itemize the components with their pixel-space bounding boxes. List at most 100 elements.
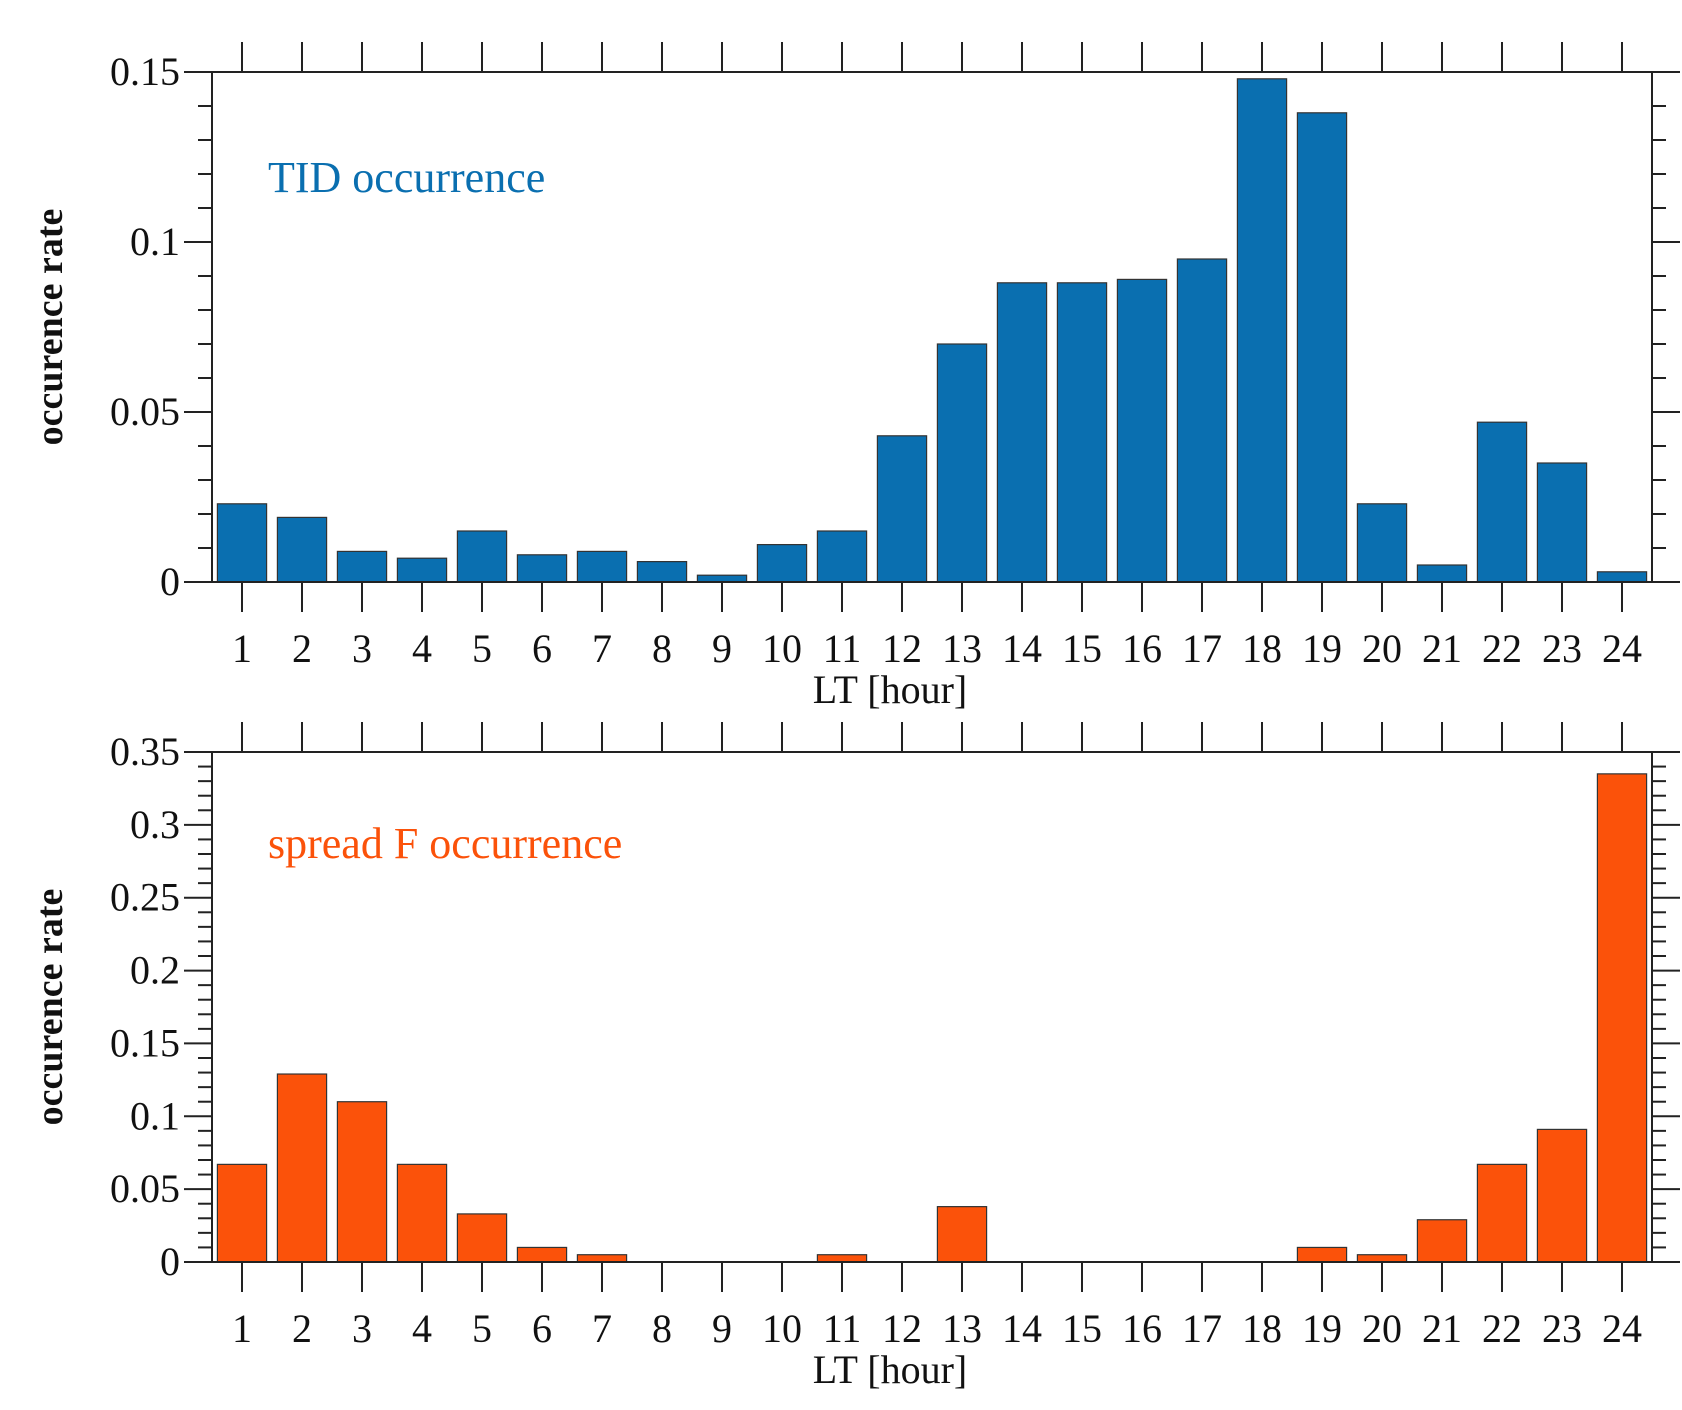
x-tick-label: 17 — [1182, 626, 1222, 671]
bar-22 — [1476, 421, 1528, 583]
bar-12 — [876, 435, 928, 583]
y-tick-label: 0 — [160, 1239, 180, 1284]
x-tick-label: 16 — [1122, 626, 1162, 671]
bar-4 — [396, 557, 448, 583]
bar-13 — [936, 343, 988, 583]
x-tick-label: 23 — [1542, 1306, 1582, 1351]
y-tick-label: 0 — [160, 559, 180, 604]
bar-6 — [516, 554, 568, 583]
x-tick-label: 14 — [1002, 626, 1042, 671]
y-tick-label: 0.25 — [110, 875, 180, 920]
x-tick-label: 20 — [1362, 626, 1402, 671]
plot-frame — [211, 751, 1653, 1263]
bar-5 — [456, 1213, 508, 1263]
x-tick-label: 2 — [292, 626, 312, 671]
x-tick-label: 21 — [1422, 1306, 1462, 1351]
x-tick-label: 19 — [1302, 626, 1342, 671]
x-tick-label: 24 — [1602, 626, 1642, 671]
x-tick-label: 6 — [532, 626, 552, 671]
x-tick-label: 3 — [352, 626, 372, 671]
plot-frame — [211, 71, 1653, 583]
x-tick-label: 22 — [1482, 1306, 1522, 1351]
y-tick-label: 0.3 — [130, 802, 180, 847]
y-tick-label: 0.1 — [130, 1093, 180, 1138]
y-tick-label: 0.05 — [110, 389, 180, 434]
x-tick-label: 4 — [412, 1306, 432, 1351]
bar-3 — [336, 550, 388, 583]
bar-2 — [276, 1073, 328, 1263]
x-tick-label: 18 — [1242, 626, 1282, 671]
x-tick-label: 21 — [1422, 626, 1462, 671]
x-tick-label: 5 — [472, 1306, 492, 1351]
bar-1 — [216, 503, 268, 583]
x-tick-label: 16 — [1122, 1306, 1162, 1351]
bar-19 — [1296, 112, 1348, 583]
bar-1 — [216, 1163, 268, 1263]
bar-14 — [996, 282, 1048, 583]
y-tick-label: 0.35 — [110, 729, 180, 774]
x-tick-label: 9 — [712, 626, 732, 671]
bar-20 — [1356, 1254, 1408, 1263]
bar-13 — [936, 1206, 988, 1263]
bar-10 — [756, 543, 808, 583]
bar-23 — [1536, 1128, 1588, 1263]
x-tick-label: 1 — [232, 1306, 252, 1351]
bar-6 — [516, 1246, 568, 1263]
x-tick-label: 19 — [1302, 1306, 1342, 1351]
x-tick-label: 11 — [823, 626, 862, 671]
x-tick-label: 10 — [762, 1306, 802, 1351]
x-tick-label: 8 — [652, 1306, 672, 1351]
x-tick-label: 3 — [352, 1306, 372, 1351]
x-tick-label: 15 — [1062, 1306, 1102, 1351]
bar-7 — [576, 1254, 628, 1263]
bar-11 — [816, 1254, 868, 1263]
x-tick-label: 12 — [882, 1306, 922, 1351]
bar-8 — [636, 560, 688, 583]
x-tick-label: 11 — [823, 1306, 862, 1351]
bar-22 — [1476, 1163, 1528, 1263]
bar-18 — [1236, 78, 1288, 583]
x-tick-label: 24 — [1602, 1306, 1642, 1351]
bar-9 — [696, 574, 748, 583]
x-axis-title: LT [hour] — [813, 1347, 967, 1392]
y-tick-label: 0.15 — [110, 1020, 180, 1065]
x-tick-label: 6 — [532, 1306, 552, 1351]
y-tick-label: 0.2 — [130, 948, 180, 993]
x-tick-label: 18 — [1242, 1306, 1282, 1351]
bar-3 — [336, 1101, 388, 1263]
bar-2 — [276, 516, 328, 583]
x-tick-label: 13 — [942, 626, 982, 671]
tid-occurrence-chart: 1 2 3 4 5 6 7 8 9 10 11 12 13 14 15 16 17 18 19 20 21 22 23 240… — [29, 42, 1680, 712]
bar-23 — [1536, 462, 1588, 583]
x-tick-label: 8 — [652, 626, 672, 671]
y-axis-title: occurence rate — [29, 889, 71, 1126]
x-tick-label: 23 — [1542, 626, 1582, 671]
bar-21 — [1416, 564, 1468, 583]
x-tick-label: 17 — [1182, 1306, 1222, 1351]
x-tick-label: 9 — [712, 1306, 732, 1351]
bar-5 — [456, 530, 508, 583]
x-tick-label: 7 — [592, 1306, 612, 1351]
x-tick-label: 1 — [232, 626, 252, 671]
series-annotation: spread F occurrence — [268, 819, 622, 868]
y-tick-label: 0.1 — [130, 219, 180, 264]
x-tick-label: 5 — [472, 626, 492, 671]
series-annotation: TID occurrence — [268, 153, 545, 202]
x-tick-label: 12 — [882, 626, 922, 671]
bar-20 — [1356, 503, 1408, 583]
y-tick-label: 0.05 — [110, 1166, 180, 1211]
bar-15 — [1056, 282, 1108, 583]
bar-4 — [396, 1163, 448, 1263]
x-tick-label: 7 — [592, 626, 612, 671]
bar-16 — [1116, 278, 1168, 583]
y-axis-title: occurence rate — [29, 209, 71, 446]
x-axis-title: LT [hour] — [813, 667, 967, 712]
x-tick-label: 20 — [1362, 1306, 1402, 1351]
x-tick-label: 14 — [1002, 1306, 1042, 1351]
bar-17 — [1176, 258, 1228, 583]
bar-21 — [1416, 1219, 1468, 1263]
x-tick-label: 22 — [1482, 626, 1522, 671]
spread-f-occurrence-chart: 1 2 3 4 5 6 7 8 9 10 11 12 13 14 15 16 17 18 19 20 21 22 23 240… — [29, 722, 1680, 1392]
x-tick-label: 13 — [942, 1306, 982, 1351]
